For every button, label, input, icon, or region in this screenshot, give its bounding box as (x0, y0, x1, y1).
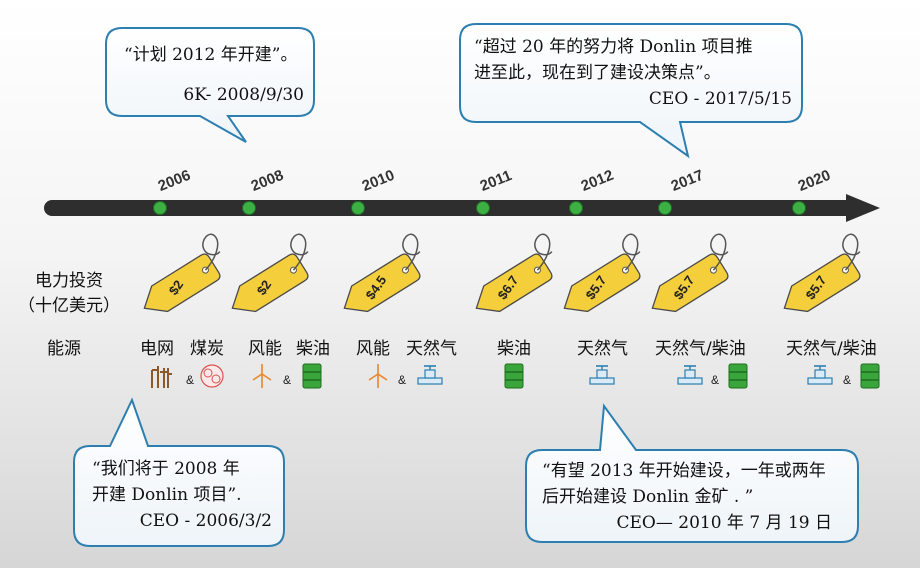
timeline-dot-2008 (242, 201, 256, 215)
ampersand: & (711, 373, 719, 387)
diesel-icon (728, 363, 748, 389)
quote-2006-line1: “我们将于 2008 年 (92, 459, 240, 479)
energy-source-label: 天然气 (406, 339, 457, 359)
gas-icon (589, 365, 615, 385)
diesel-icon (504, 363, 524, 389)
timeline-dot-2012 (569, 201, 583, 215)
wind-icon (252, 364, 272, 388)
price-tag-6 (783, 233, 861, 313)
timeline-dot-2017 (658, 201, 672, 215)
quote-2010: “有望 2013 年开始建设，一年或两年 后开始建设 Donlin 金矿 . ”… (542, 458, 850, 536)
ampersand: & (283, 373, 291, 387)
ampersand: & (398, 373, 406, 387)
diesel-icon (302, 363, 322, 389)
quote-2017-source: CEO - 2017/5/15 (648, 89, 792, 109)
timeline-dot-2011 (476, 201, 490, 215)
energy-source-label: 风能 (356, 339, 390, 359)
diesel-icon (860, 363, 880, 389)
energy-source-label: 天然气 (577, 339, 628, 359)
energy-source-label: 天然气/柴油 (786, 339, 877, 359)
quote-bubble-2017 (459, 23, 803, 159)
investment-label-line1: 电力投资 (35, 271, 103, 291)
quote-2017: “超过 20 年的努力将 Donlin 项目推 进至此，现在到了建设决策点”。 … (474, 34, 792, 112)
quote-2010-source: CEO— 2010 年 7 月 19 日 (616, 513, 833, 533)
price-tag-4 (563, 233, 641, 313)
quote-2010-line2: 后开始建设 Donlin 金矿 . ” (542, 487, 754, 507)
quote-2006-source: CEO - 2006/3/2 (139, 511, 272, 531)
price-tag-0 (143, 233, 221, 313)
ampersand: & (843, 373, 851, 387)
gas-icon (807, 365, 833, 385)
energy-source-label: 天然气/柴油 (655, 339, 746, 359)
ampersand: & (186, 373, 194, 387)
quote-2017-line2: 进至此，现在到了建设决策点”。 (474, 63, 721, 83)
quote-2008-source: 6K- 2008/9/30 (183, 85, 304, 105)
coal-icon (200, 364, 224, 388)
timeline-dot-2010 (351, 201, 365, 215)
gas-icon (677, 365, 703, 385)
quote-2006: “我们将于 2008 年 开建 Donlin 项目”. CEO - 2006/3… (92, 456, 272, 534)
price-tag-5 (651, 233, 729, 313)
timeline-dot-2006 (153, 201, 167, 215)
quote-2017-line1: “超过 20 年的努力将 Donlin 项目推 (474, 37, 753, 57)
quote-2008: “计划 2012 年开建”。 6K- 2008/9/30 (124, 42, 304, 108)
quote-2006-line2: 开建 Donlin 项目”. (92, 485, 242, 505)
price-tag-3 (475, 233, 553, 313)
investment-label-line2: （十亿美元） (18, 296, 120, 316)
gas-icon (417, 365, 443, 385)
investment-label: 电力投资 （十亿美元） (14, 266, 124, 316)
quote-bubble-2008 (105, 27, 315, 143)
quote-2008-text: “计划 2012 年开建”。 (124, 45, 298, 65)
energy-source-label: 电网 (140, 339, 174, 359)
wind-icon (368, 364, 388, 388)
quote-bubble-2006 (73, 397, 285, 547)
energy-source-label: 柴油 (497, 339, 531, 359)
energy-label: 能源 (47, 339, 81, 359)
grid-icon (151, 366, 172, 388)
energy-source-label: 风能 (248, 339, 282, 359)
quote-2010-line1: “有望 2013 年开始建设，一年或两年 (542, 461, 826, 481)
quote-bubble-2010 (525, 403, 859, 543)
price-tag-2 (343, 233, 421, 313)
energy-source-label: 煤炭 (190, 339, 224, 359)
timeline-dot-2020 (792, 201, 806, 215)
energy-source-label: 柴油 (296, 339, 330, 359)
timeline-arrow (44, 194, 880, 222)
price-tag-1 (231, 233, 309, 313)
